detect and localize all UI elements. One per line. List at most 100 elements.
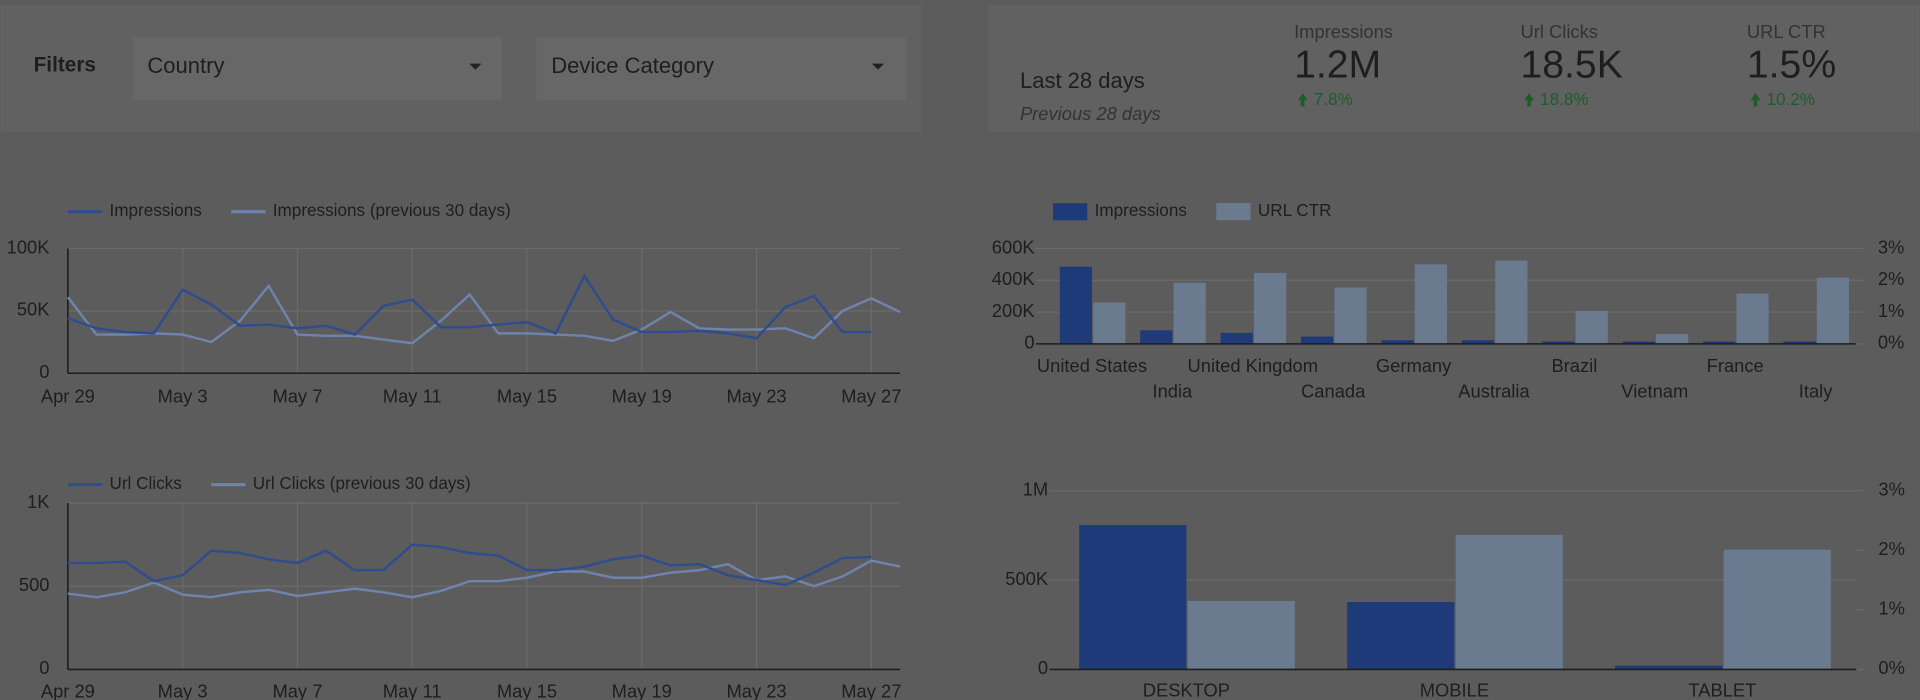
x-tick-label: Apr 29 (41, 386, 95, 407)
y-tick-label: 1M (1023, 479, 1048, 500)
x-tick-label: France (1707, 355, 1764, 376)
x-tick-label: Vietnam (1621, 381, 1688, 402)
dropdown-arrow (469, 63, 482, 70)
x-tick-label: May 15 (497, 681, 557, 700)
y2-tick-label: 1% (1878, 598, 1905, 619)
bar (1254, 272, 1287, 344)
bar (1079, 525, 1187, 670)
y-tick-label: 0 (1038, 657, 1048, 678)
up-arrow (1297, 93, 1308, 107)
bar (1615, 665, 1723, 670)
x-tick-label: MOBILE (1420, 679, 1489, 700)
metric-change: 18.8% (1540, 89, 1589, 109)
y2-tick-label: 3% (1878, 479, 1905, 500)
x-tick-label: TABLET (1688, 679, 1756, 700)
comparison-period: Previous 28 days (1020, 103, 1161, 124)
bar (1461, 340, 1494, 344)
bar (1575, 310, 1608, 344)
filters-title: Filters (34, 54, 96, 77)
scorecard-panel (988, 4, 1920, 133)
metric-label: Url Clicks (1520, 21, 1597, 42)
x-tick-label: May 3 (158, 386, 208, 407)
x-tick-label: May 23 (726, 681, 786, 700)
x-tick-label: Canada (1301, 381, 1366, 402)
x-tick-label: May 7 (272, 386, 322, 407)
y-tick-label: 0 (39, 657, 49, 678)
series-line (67, 543, 872, 587)
series-line (67, 559, 901, 599)
x-tick-label: Germany (1376, 355, 1452, 376)
bar (1059, 266, 1092, 344)
bar (1347, 602, 1455, 670)
x-tick-label: May 11 (383, 386, 442, 407)
metric-change: 10.2% (1766, 89, 1815, 109)
x-tick-label: DESKTOP (1143, 679, 1230, 700)
legend-label: Impressions (109, 200, 201, 220)
bar (1542, 341, 1575, 344)
y-tick-label: 400K (992, 268, 1036, 289)
x-tick-label: May 19 (612, 386, 672, 407)
bar (1187, 600, 1295, 670)
device-filter[interactable] (536, 36, 907, 101)
bar (1455, 534, 1563, 670)
y-tick-label: 0 (39, 361, 49, 382)
bar (1381, 340, 1414, 344)
bar (1173, 282, 1206, 344)
bar (1816, 277, 1849, 344)
x-tick-label: Apr 29 (41, 681, 95, 700)
x-tick-label: May 27 (841, 681, 901, 700)
bar (1495, 260, 1528, 344)
legend-label: Impressions (1095, 200, 1187, 220)
x-tick-label: May 3 (158, 681, 208, 700)
bar (1334, 287, 1367, 344)
x-tick-label: United Kingdom (1188, 355, 1319, 376)
bar (1622, 341, 1655, 344)
y2-tick-label: 0% (1878, 657, 1905, 678)
metric-change: 7.8% (1314, 89, 1353, 109)
y2-tick-label: 1% (1878, 300, 1905, 321)
up-arrow (1750, 93, 1761, 107)
y2-tick-label: 2% (1878, 268, 1905, 289)
legend-label: URL CTR (1258, 200, 1332, 220)
y-tick-label: 500K (1005, 568, 1049, 589)
filter-label: Device Category (551, 53, 714, 78)
metric-value: 1.2M (1294, 44, 1381, 87)
bar (1736, 293, 1769, 344)
bar (1301, 336, 1334, 344)
x-tick-label: May 19 (612, 681, 672, 700)
series-line (67, 273, 872, 340)
x-tick-label: Australia (1458, 381, 1530, 402)
y2-tick-label: 3% (1878, 236, 1905, 257)
legend-label: Url Clicks (109, 473, 181, 493)
x-tick-label: May 23 (726, 386, 786, 407)
bar (1140, 330, 1173, 344)
legend-swatch (1053, 203, 1088, 221)
y2-tick-label: 0% (1878, 332, 1905, 353)
bar (1783, 341, 1816, 344)
filter-label: Country (147, 53, 224, 78)
legend-label: Url Clicks (previous 30 days) (253, 473, 471, 493)
up-arrow (1524, 93, 1534, 107)
bar (1723, 549, 1831, 670)
legend-label: Impressions (previous 30 days) (273, 200, 511, 220)
bar (1414, 264, 1447, 344)
bar (1093, 302, 1126, 344)
legend-swatch (1216, 203, 1251, 221)
dropdown-arrow (871, 63, 885, 70)
metric-label: Impressions (1294, 21, 1393, 42)
bar (1656, 334, 1689, 344)
metric-value: 1.5% (1747, 44, 1836, 87)
y-tick-label: 200K (992, 300, 1036, 321)
x-tick-label: India (1152, 381, 1193, 402)
country-filter[interactable] (132, 36, 503, 101)
y2-tick-label: 2% (1878, 538, 1905, 559)
metric-label: URL CTR (1747, 21, 1826, 42)
y-tick-label: 500 (19, 574, 50, 595)
x-tick-label: May 7 (272, 681, 322, 700)
x-tick-label: United States (1037, 355, 1147, 376)
x-tick-label: Brazil (1551, 355, 1597, 376)
x-tick-label: May 11 (383, 681, 442, 700)
bar (1703, 341, 1736, 344)
